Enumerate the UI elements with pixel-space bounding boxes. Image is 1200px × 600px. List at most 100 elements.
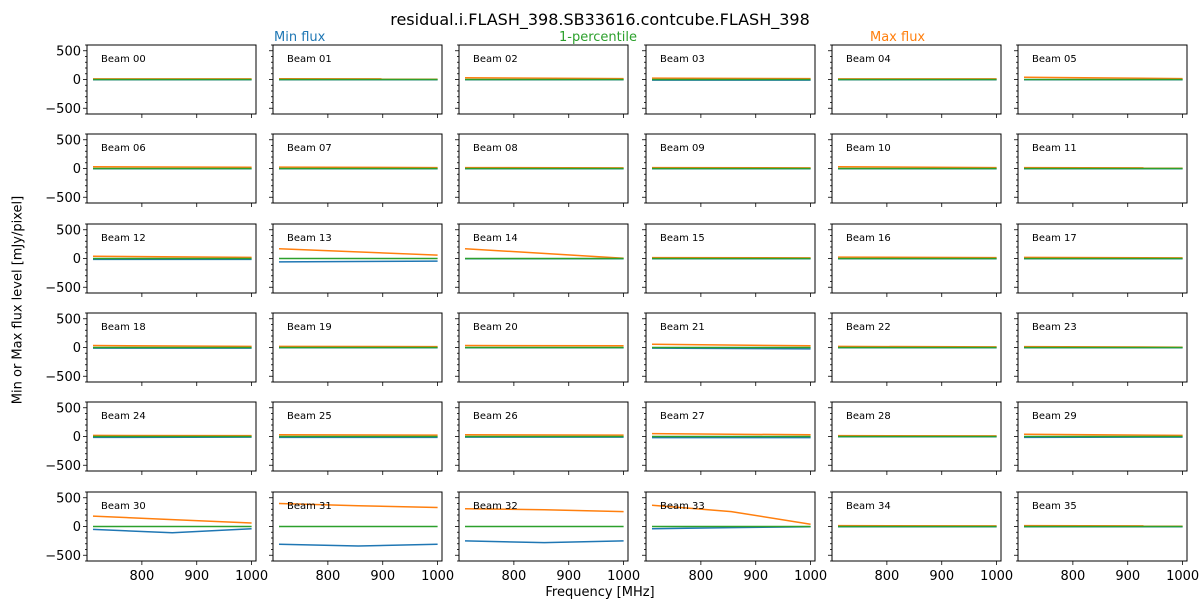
panel-18-ytick-label-0: −500 xyxy=(45,370,81,385)
panel-06-beam-label: Beam 06 xyxy=(101,143,146,154)
panel-03-series-max xyxy=(651,77,811,80)
panel-16-series-max xyxy=(837,256,997,259)
panel-27-beam-label: Beam 27 xyxy=(660,411,705,422)
panel-30-beam-label: Beam 30 xyxy=(101,501,146,512)
panel-10-beam-label: Beam 10 xyxy=(846,143,891,154)
panel-00-ytick-label-2: 500 xyxy=(56,44,81,59)
panel-07-series-max xyxy=(278,166,438,169)
panel-31-beam-label: Beam 31 xyxy=(287,501,332,512)
panel-30-xtick-label-0: 800 xyxy=(129,569,154,584)
panel-33-beam-label: Beam 33 xyxy=(660,501,705,512)
panel-21-series-max xyxy=(651,343,811,347)
panel-27-series-max xyxy=(651,432,811,436)
panel-21-beam-label: Beam 21 xyxy=(660,322,705,333)
panel-35-xtick-label-2: 1000 xyxy=(1166,569,1199,584)
legend-1-percentile: 1-percentile xyxy=(559,30,637,45)
panel-26-beam-label: Beam 26 xyxy=(473,411,518,422)
panel-07-beam-label: Beam 07 xyxy=(287,143,332,154)
panel-30-ytick-label-0: −500 xyxy=(45,549,81,564)
panel-32-series-min xyxy=(464,540,624,544)
panel-00-ytick-label-1: 0 xyxy=(73,73,81,88)
panel-34-xtick-label-0: 800 xyxy=(874,569,899,584)
panel-20-beam-label: Beam 20 xyxy=(473,322,518,333)
panel-30-ytick-label-2: 500 xyxy=(56,491,81,506)
panel-30-xtick-label-2: 1000 xyxy=(235,569,268,584)
panel-12-ytick-label-1: 0 xyxy=(73,252,81,267)
panel-18-series-max xyxy=(92,344,252,348)
panel-16-beam-label: Beam 16 xyxy=(846,233,891,244)
panel-24-beam-label: Beam 24 xyxy=(101,411,146,422)
panel-23-beam-label: Beam 23 xyxy=(1032,322,1077,333)
panel-35-xtick-label-0: 800 xyxy=(1060,569,1085,584)
panel-30-ytick-label-1: 0 xyxy=(73,520,81,535)
panel-03-beam-label: Beam 03 xyxy=(660,54,705,65)
panel-18-ytick-label-1: 0 xyxy=(73,341,81,356)
panel-13-series-max xyxy=(278,247,438,256)
panel-14-series-max xyxy=(464,247,624,259)
panel-24-ytick-label-1: 0 xyxy=(73,430,81,445)
panel-31-xtick-label-1: 900 xyxy=(370,569,395,584)
legend-min-flux: Min flux xyxy=(274,30,326,45)
panel-17-beam-label: Beam 17 xyxy=(1032,233,1077,244)
panel-31-xtick-label-2: 1000 xyxy=(421,569,454,584)
panel-00-ytick-label-0: −500 xyxy=(45,102,81,117)
panel-29-beam-label: Beam 29 xyxy=(1032,411,1077,422)
panel-06-series-max xyxy=(92,166,252,169)
panel-08-beam-label: Beam 08 xyxy=(473,143,518,154)
panel-13-series-min xyxy=(278,260,438,263)
panel-19-beam-label: Beam 19 xyxy=(287,322,332,333)
legend-max-flux: Max flux xyxy=(870,30,926,45)
panel-04-beam-label: Beam 04 xyxy=(846,54,891,65)
panel-06-ytick-label-1: 0 xyxy=(73,162,81,177)
panel-32-xtick-label-1: 900 xyxy=(556,569,581,584)
panel-29-series-max xyxy=(1023,433,1183,437)
x-axis-label: Frequency [MHz] xyxy=(545,585,655,600)
panel-12-ytick-label-2: 500 xyxy=(56,223,81,238)
panel-33-xtick-label-1: 900 xyxy=(743,569,768,584)
panel-30-xtick-label-1: 900 xyxy=(184,569,209,584)
panel-32-series-max xyxy=(464,507,624,513)
panel-25-beam-label: Beam 25 xyxy=(287,411,332,422)
panel-31-series-min xyxy=(278,543,438,547)
panel-15-beam-label: Beam 15 xyxy=(660,233,705,244)
panel-32-beam-label: Beam 32 xyxy=(473,501,518,512)
panel-35-xtick-label-1: 900 xyxy=(1115,569,1140,584)
panel-12-beam-label: Beam 12 xyxy=(101,233,146,244)
panel-18-beam-label: Beam 18 xyxy=(101,322,146,333)
panel-02-series-max xyxy=(464,77,624,80)
panel-13-beam-label: Beam 13 xyxy=(287,233,332,244)
panel-18-ytick-label-2: 500 xyxy=(56,312,81,327)
panel-05-series-max xyxy=(1023,76,1183,80)
figure-title: residual.i.FLASH_398.SB33616.contcube.FL… xyxy=(390,10,810,29)
panel-06-ytick-label-2: 500 xyxy=(56,133,81,148)
panel-33-xtick-label-0: 800 xyxy=(688,569,713,584)
panel-31-series-max xyxy=(278,502,438,509)
panel-33-xtick-label-2: 1000 xyxy=(794,569,827,584)
panel-09-beam-label: Beam 09 xyxy=(660,143,705,154)
panel-31-xtick-label-0: 800 xyxy=(315,569,340,584)
panel-12-ytick-label-0: −500 xyxy=(45,281,81,296)
panel-32-xtick-label-2: 1000 xyxy=(607,569,640,584)
panel-30-series-max xyxy=(92,515,252,524)
panel-30-series-min xyxy=(92,528,252,534)
panel-33-series-max xyxy=(651,504,811,525)
panel-28-beam-label: Beam 28 xyxy=(846,411,891,422)
panel-00-beam-label: Beam 00 xyxy=(101,54,146,65)
panel-34-xtick-label-1: 900 xyxy=(929,569,954,584)
panel-24-ytick-label-2: 500 xyxy=(56,401,81,416)
panel-34-beam-label: Beam 34 xyxy=(846,501,891,512)
panel-01-beam-label: Beam 01 xyxy=(287,54,332,65)
panel-12-series-max xyxy=(92,255,252,259)
panel-10-series-max xyxy=(837,166,997,169)
panel-14-beam-label: Beam 14 xyxy=(473,233,518,244)
panel-34-xtick-label-2: 1000 xyxy=(980,569,1013,584)
panel-32-xtick-label-0: 800 xyxy=(501,569,526,584)
panel-35-beam-label: Beam 35 xyxy=(1032,501,1077,512)
panel-11-beam-label: Beam 11 xyxy=(1032,143,1077,154)
panel-22-beam-label: Beam 22 xyxy=(846,322,891,333)
panel-06-ytick-label-0: −500 xyxy=(45,191,81,206)
panel-02-beam-label: Beam 02 xyxy=(473,54,518,65)
panel-24-ytick-label-0: −500 xyxy=(45,459,81,474)
panel-05-beam-label: Beam 05 xyxy=(1032,54,1077,65)
